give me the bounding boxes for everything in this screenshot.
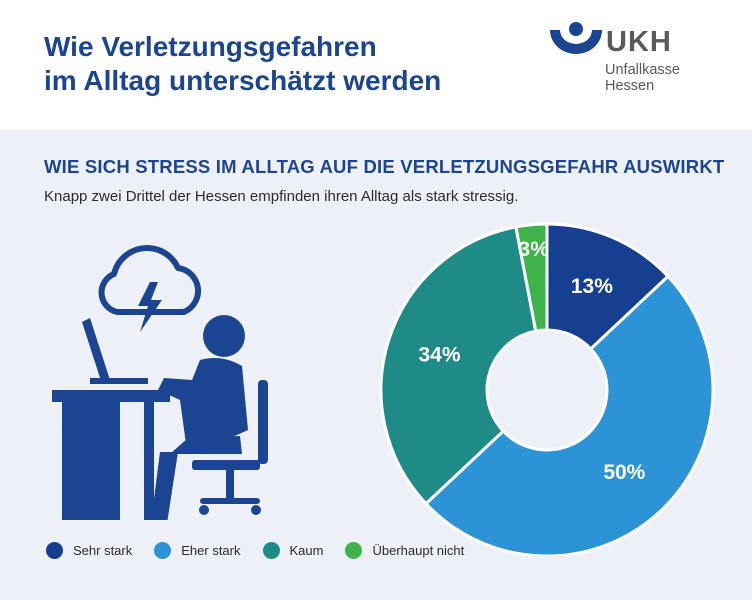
header: Wie Verletzungsgefahren im Alltag unters…: [0, 0, 752, 130]
ukh-logo: UKH Unfallkasse Hessen: [548, 22, 728, 94]
donut-slice: [423, 274, 715, 556]
slice-label: 50%: [603, 461, 645, 484]
title-line-1: Wie Verletzungsgefahren: [44, 31, 377, 62]
logo-subtitle: Unfallkasse Hessen: [605, 62, 680, 94]
stressed-person-at-desk-icon: [52, 245, 268, 520]
legend-label: Eher stark: [181, 543, 241, 558]
chart-legend: Sehr stark Eher stark Kaum Überhaupt nicht: [46, 542, 486, 559]
legend-swatch: [345, 542, 363, 559]
legend-swatch: [46, 542, 63, 559]
ukh-logo-icon: [550, 22, 602, 54]
legend-swatch: [154, 542, 172, 559]
legend-label: Sehr stark: [73, 543, 133, 558]
cloud-icon: [98, 245, 202, 315]
title-line-2: im Alltag unterschätzt werden: [44, 65, 442, 96]
donut-slice: [545, 222, 671, 352]
logo-name: UKH: [606, 26, 672, 58]
legend-item: Überhaupt nicht: [345, 542, 464, 559]
section-subtitle: Knapp zwei Drittel der Hessen empfinden …: [44, 188, 519, 205]
slice-label: 3%: [519, 238, 550, 261]
legend-item: Sehr stark: [46, 542, 132, 559]
page-title: Wie Verletzungsgefahren im Alltag unters…: [44, 30, 441, 98]
donut-slice: [514, 222, 549, 333]
legend-label: Überhaupt nicht: [372, 543, 465, 558]
legend-item: Kaum: [262, 542, 324, 559]
desk-icon: [52, 390, 170, 520]
chair-icon: [192, 380, 268, 515]
section-title: WIE SICH STRESS IM ALLTAG AUF DIE VERLET…: [44, 156, 725, 177]
person-icon: [151, 315, 248, 520]
legend-item: Eher stark: [154, 542, 241, 559]
slice-label: 13%: [571, 275, 613, 298]
laptop-icon: [82, 318, 148, 384]
legend-swatch: [262, 542, 280, 559]
legend-label: Kaum: [289, 543, 324, 558]
slice-label: 34%: [419, 344, 461, 367]
donut-chart: 13% 50% 34% 3%: [379, 222, 715, 556]
lightning-icon: [138, 282, 162, 332]
donut-slice: [379, 225, 538, 506]
